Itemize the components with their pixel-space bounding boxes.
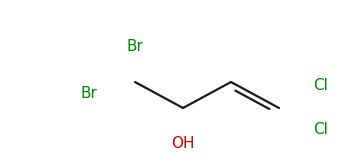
- Text: Br: Br: [127, 39, 143, 54]
- Text: Br: Br: [80, 87, 97, 101]
- Text: Cl: Cl: [313, 78, 328, 94]
- Text: Cl: Cl: [313, 122, 328, 137]
- Text: OH: OH: [171, 136, 195, 151]
